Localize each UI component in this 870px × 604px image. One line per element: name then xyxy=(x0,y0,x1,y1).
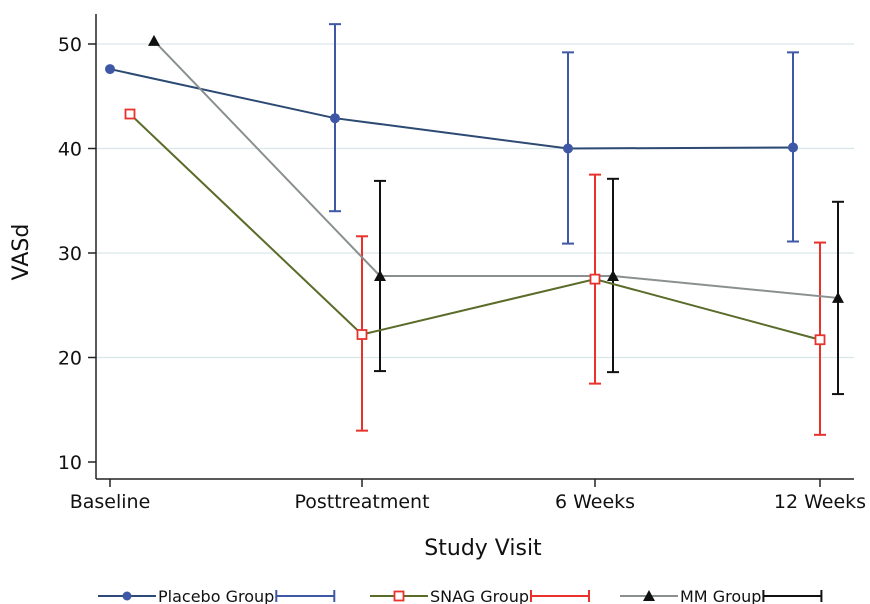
data-point xyxy=(148,34,160,46)
y-axis-title: VASd xyxy=(9,224,34,281)
tick-labels: 10 20 30 40 50 Baseline Posttreatment 6 Weeks 12… xyxy=(58,34,866,513)
legend-label: SNAG Group xyxy=(430,587,529,604)
series-lines xyxy=(109,40,839,341)
data-point xyxy=(814,334,826,346)
legend-item: Placebo Group xyxy=(98,587,336,604)
x-tick-label: 12 Weeks xyxy=(774,491,866,513)
axes xyxy=(88,14,854,487)
data-point xyxy=(124,108,136,120)
series-line xyxy=(109,68,794,150)
data-point xyxy=(589,273,601,285)
data-point xyxy=(788,142,798,153)
legend-item: SNAG Group xyxy=(370,587,590,604)
x-tick-label: Posttreatment xyxy=(294,491,429,513)
legend: Placebo Group SNAG Group MM Group xyxy=(98,587,823,604)
data-point xyxy=(330,113,340,124)
x-tick-label: Baseline xyxy=(70,491,151,513)
y-tick-label: 50 xyxy=(58,34,82,56)
data-point xyxy=(607,269,619,281)
legend-item: MM Group xyxy=(620,587,823,604)
grid-lines xyxy=(96,43,854,359)
y-tick-label: 30 xyxy=(58,243,82,265)
data-point xyxy=(563,143,573,154)
data-point xyxy=(374,269,386,281)
series-line xyxy=(153,40,839,299)
data-point xyxy=(105,64,115,75)
series-line xyxy=(129,113,821,341)
series-markers xyxy=(105,34,844,346)
legend-label: Placebo Group xyxy=(158,587,274,604)
x-axis-title: Study Visit xyxy=(424,536,542,561)
legend-label: MM Group xyxy=(680,587,761,604)
plot-area-background xyxy=(96,14,854,479)
y-tick-label: 10 xyxy=(58,452,82,474)
x-tick-label: 6 Weeks xyxy=(555,491,635,513)
y-tick-label: 20 xyxy=(58,348,82,370)
data-point xyxy=(832,291,844,303)
y-tick-label: 40 xyxy=(58,139,82,161)
data-point xyxy=(356,329,368,340)
